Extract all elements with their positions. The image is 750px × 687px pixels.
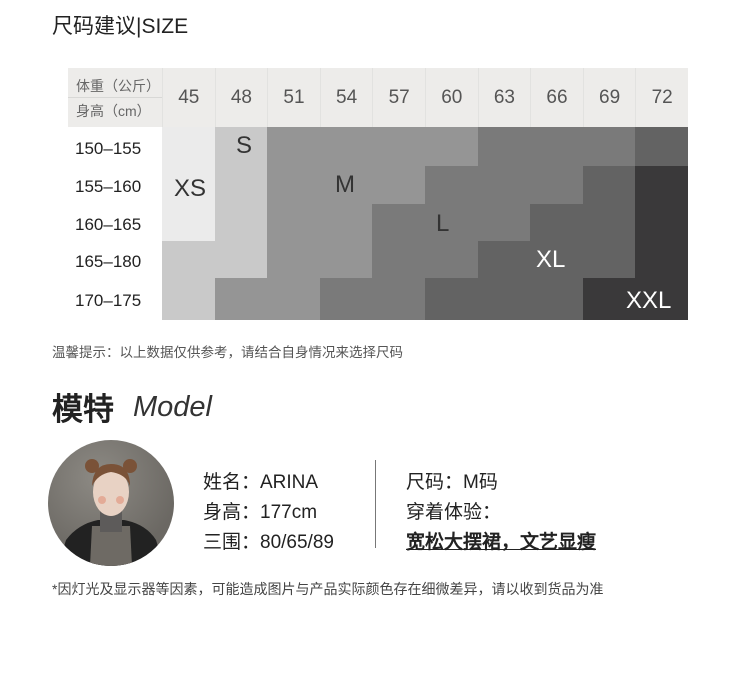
table-header [68,68,688,127]
size-cell [267,166,321,204]
height-row-header: 160–165 [75,214,142,234]
size-cell [319,278,373,320]
size-cell [635,204,689,241]
weight-column-header: 57 [372,68,425,127]
experience-text: 宽松大摆裙，文艺显瘦 [406,532,597,553]
model-avatar [48,440,174,566]
size-cell [372,278,426,320]
size-cell [319,127,373,166]
weight-column-header: 60 [425,68,478,127]
size-cell [477,166,531,204]
size-cell [582,204,636,241]
size-label-s: S [236,132,253,159]
size-cell [319,204,373,241]
size-cell [635,278,689,320]
size-cell [425,204,479,241]
size-cell [477,204,531,241]
weight-column-header: 69 [582,68,636,127]
model-heading-en: Model [133,391,212,423]
weight-column-header: 45 [162,68,215,127]
height-header: 身高（cm） [76,103,151,119]
size-cell [267,241,321,278]
divider [68,97,162,98]
header-corner: 体重（公斤） 身高（cm） [68,68,163,127]
size-cell [635,166,689,204]
height-row-header: 170–175 [75,291,142,310]
size-cell [319,241,373,278]
size-cell [425,127,479,166]
height-row-header: 165–180 [75,251,142,271]
size-cell [477,241,531,278]
size-cell [425,241,479,278]
size-cell [372,241,426,278]
size-cell [635,241,689,278]
size-cell [162,204,216,241]
size-cell [530,204,584,241]
size-table: 体重（公斤） 身高（cm） 45 48 51 54 57 60 63 66 69 72 150–1… [68,68,689,320]
model-size: 尺码：M码 [406,472,498,493]
size-label-xxl: XXL [626,287,672,314]
divider [375,460,376,548]
size-cell [425,166,479,204]
size-cell [267,204,321,241]
size-cell [267,127,321,166]
size-cell [530,127,584,166]
size-label-xl: XL [536,246,566,273]
color-disclaimer: *因灯光及显示器等因素，可能造成图片与产品实际颜色存在细微差异，请以收到货品为准 [52,581,604,597]
size-cell [372,127,426,166]
size-cell [214,166,268,204]
model-name: 姓名：ARINA [203,472,319,493]
model-measurements: 三围：80/65/89 [203,532,334,553]
size-cell [635,127,689,166]
size-cell [162,127,216,166]
size-cell [530,241,584,278]
size-cell [214,127,268,166]
size-label-m: M [335,171,355,198]
size-cell [372,204,426,241]
weight-column-header: 72 [635,68,688,127]
size-cell [477,127,531,166]
weight-column-header: 51 [267,68,320,127]
size-title: 尺码建议|SIZE [52,15,189,38]
size-cell [582,278,636,320]
height-row-header: 155–160 [75,177,142,196]
size-cell [425,278,479,320]
weight-column-header: 63 [477,68,531,127]
size-cell [214,278,268,320]
weight-header: 体重（公斤） [76,78,160,94]
size-cell [162,166,216,204]
size-cell [214,241,268,278]
size-cell [582,166,636,204]
size-cell [530,166,584,204]
model-heading: 模特 [52,392,114,427]
size-cell [477,278,531,320]
weight-column-header: 48 [214,68,268,127]
model-height: 身高：177cm [203,502,318,523]
tip-text: 温馨提示：以上数据仅供参考，请结合自身情况来选择尺码 [52,345,403,360]
size-cell [582,127,636,166]
size-cell [530,278,584,320]
size-label-l: L [436,210,450,237]
size-cell [267,278,321,320]
weight-column-header: 54 [319,68,373,127]
weight-column-header: 66 [530,68,583,127]
size-cell [214,204,268,241]
height-row-header: 150–155 [75,138,142,158]
size-cell [162,241,216,278]
size-label-xs: XS [174,175,207,202]
experience-label: 穿着体验： [406,502,502,523]
size-cell [162,278,216,320]
size-cell [582,241,636,278]
size-cell [372,166,426,204]
size-cell [319,166,373,204]
